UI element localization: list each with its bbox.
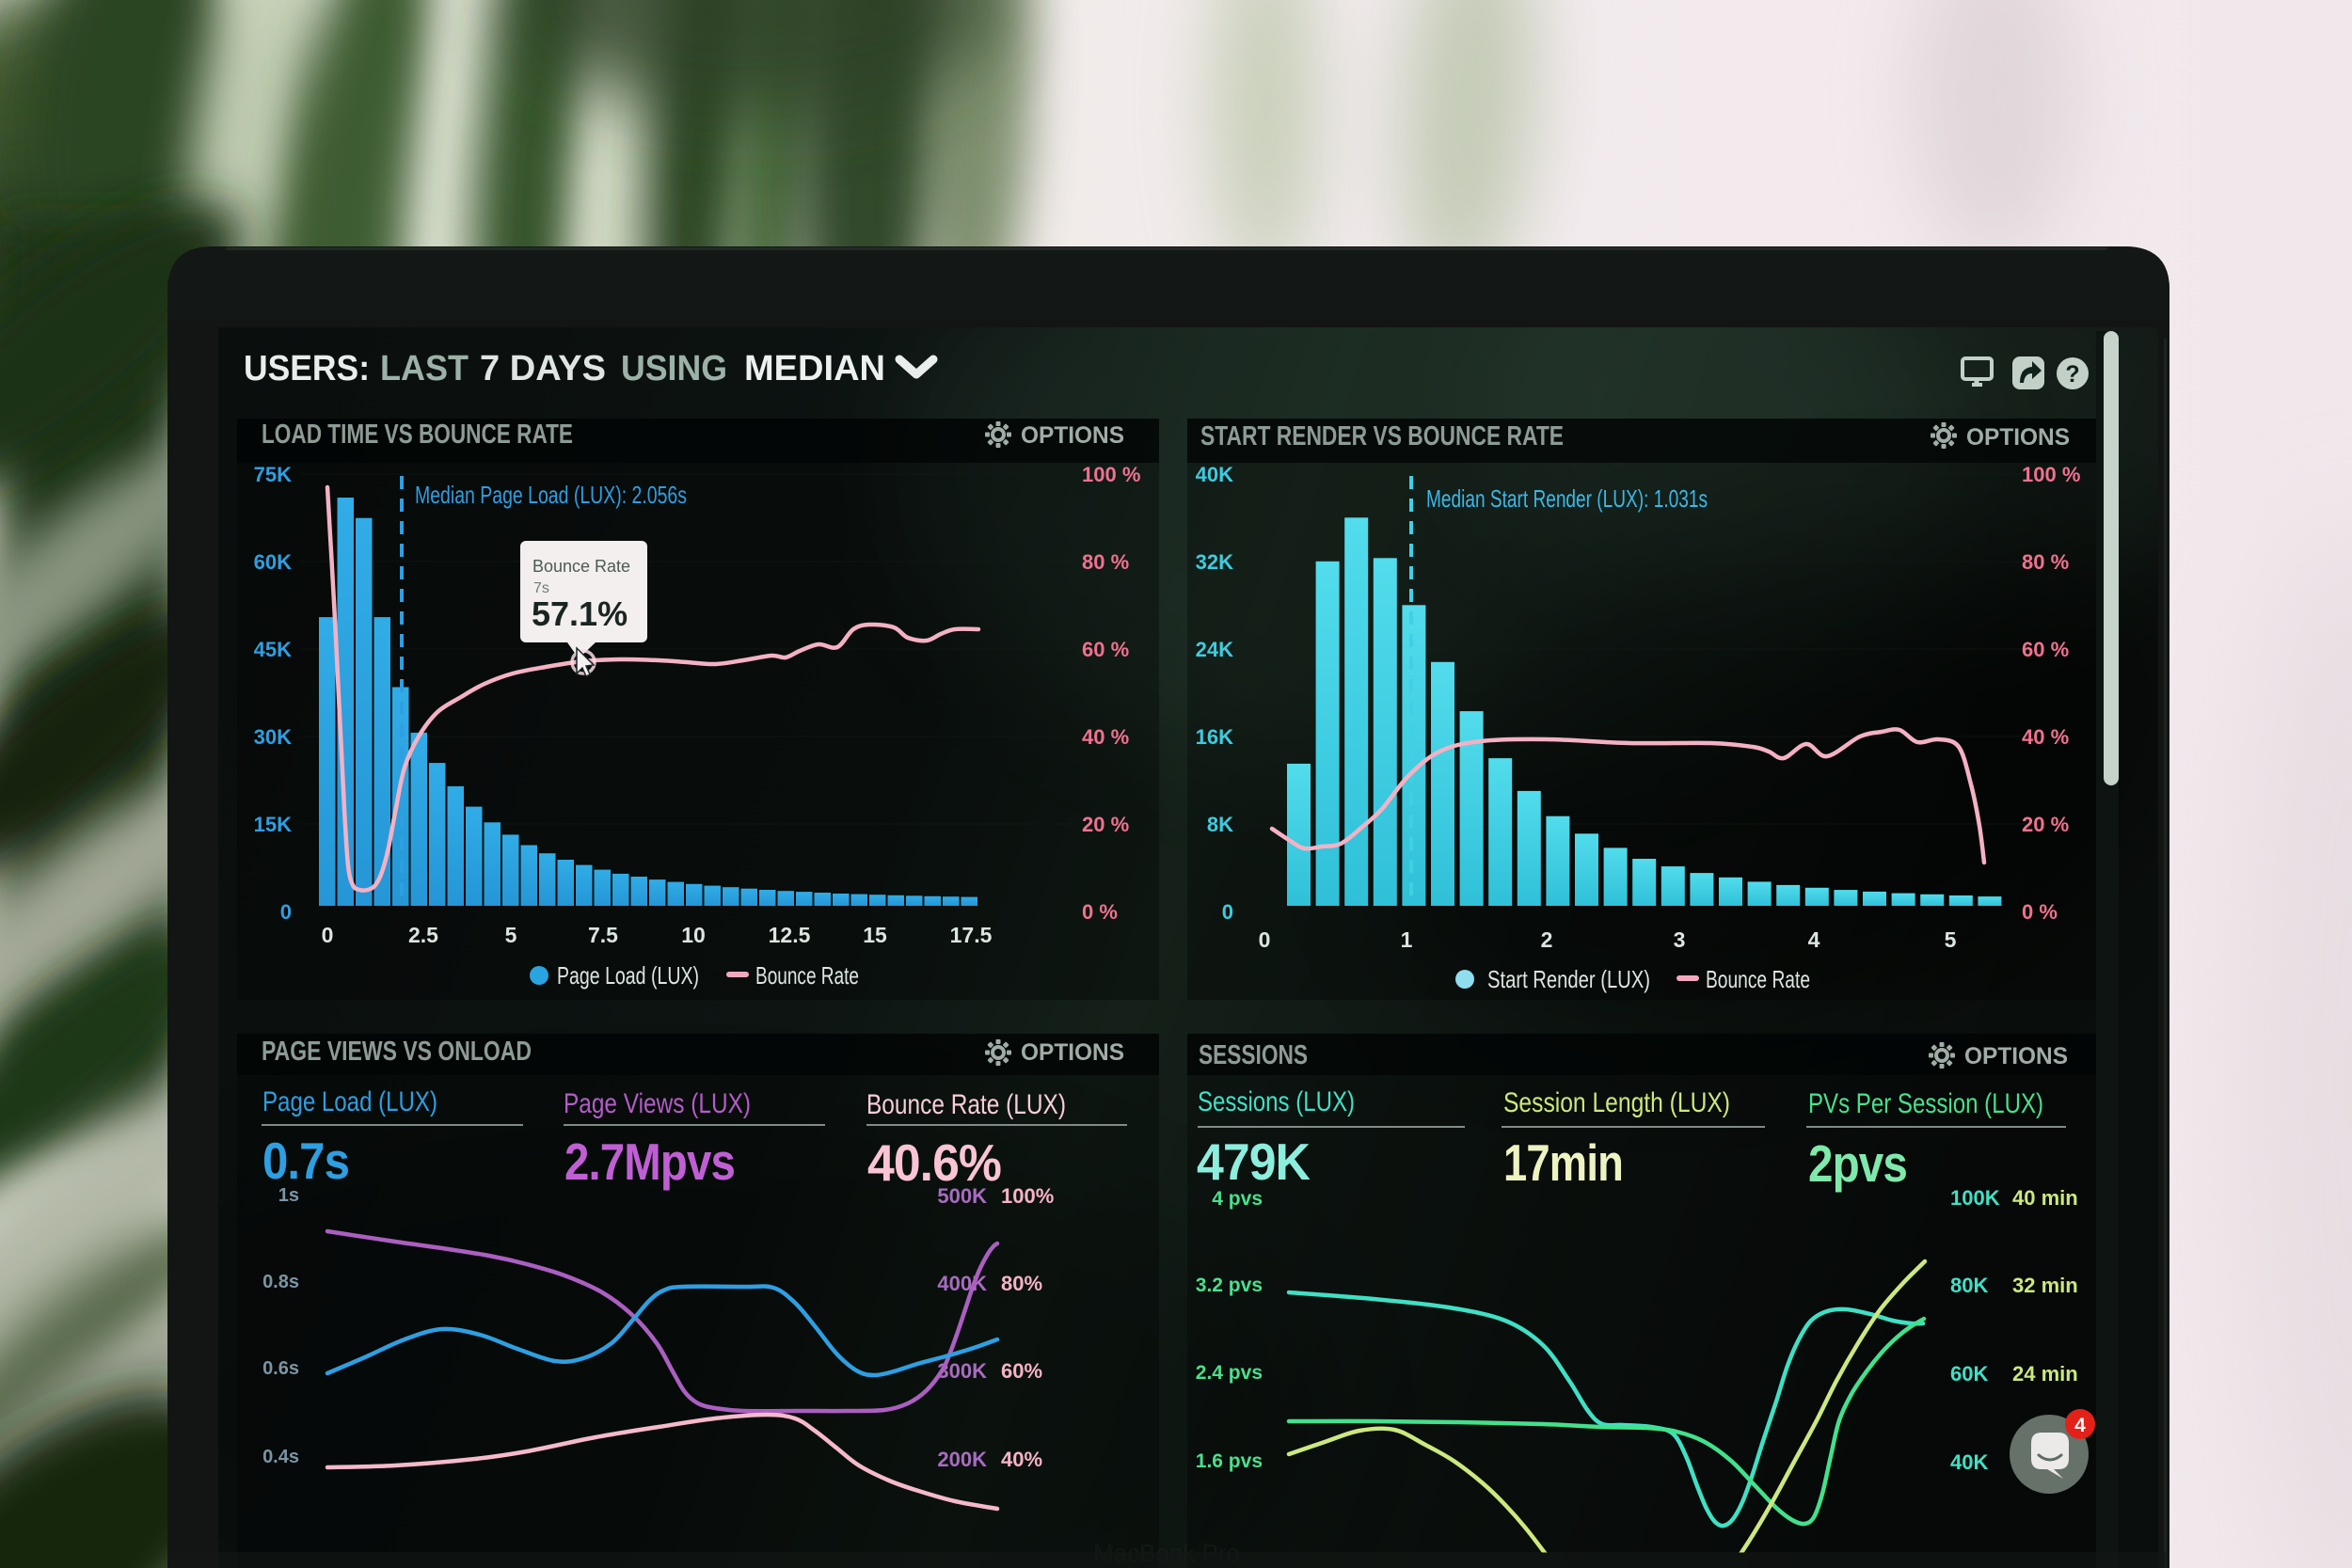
svg-text:1s: 1s — [278, 1185, 299, 1206]
svg-text:Page Load (LUX): Page Load (LUX) — [557, 961, 699, 990]
svg-text:15: 15 — [863, 923, 887, 947]
svg-text:0: 0 — [322, 923, 334, 947]
svg-text:Bounce Rate (LUX): Bounce Rate (LUX) — [866, 1089, 1066, 1120]
svg-text:75K: 75K — [254, 463, 292, 486]
svg-text:60 %: 60 % — [2022, 638, 2069, 661]
svg-text:0: 0 — [280, 900, 292, 924]
svg-text:7.5: 7.5 — [588, 923, 618, 947]
svg-text:10: 10 — [681, 923, 706, 947]
svg-text:OPTIONS: OPTIONS — [1021, 422, 1124, 449]
svg-text:45K: 45K — [254, 638, 292, 661]
svg-text:40 %: 40 % — [2022, 725, 2069, 749]
svg-text:5: 5 — [505, 923, 517, 947]
svg-text:USERS:: USERS: — [244, 349, 370, 388]
svg-text:PAGE VIEWS VS ONLOAD: PAGE VIEWS VS ONLOAD — [262, 1037, 532, 1067]
svg-text:3.2 pvs: 3.2 pvs — [1196, 1275, 1263, 1296]
svg-text:4: 4 — [1808, 927, 1820, 952]
svg-text:OPTIONS: OPTIONS — [1021, 1039, 1124, 1066]
svg-text:0.4s: 0.4s — [262, 1447, 299, 1467]
svg-text:57.1%: 57.1% — [532, 594, 628, 633]
svg-text:400K: 400K — [937, 1272, 987, 1295]
svg-text:Session Length (LUX): Session Length (LUX) — [1503, 1087, 1730, 1118]
svg-text:60K: 60K — [1950, 1362, 1988, 1386]
svg-text:4 pvs: 4 pvs — [1212, 1188, 1263, 1210]
svg-text:17.5: 17.5 — [950, 923, 993, 947]
svg-text:40K: 40K — [1196, 463, 1233, 486]
svg-text:80 %: 80 % — [1082, 550, 1129, 574]
svg-text:Bounce Rate: Bounce Rate — [755, 961, 859, 990]
svg-text:Page Load (LUX): Page Load (LUX) — [262, 1086, 437, 1117]
svg-text:17min: 17min — [1503, 1133, 1623, 1192]
svg-text:LOAD TIME VS BOUNCE RATE: LOAD TIME VS BOUNCE RATE — [262, 420, 573, 450]
svg-text:START RENDER VS BOUNCE RATE: START RENDER VS BOUNCE RATE — [1200, 421, 1564, 451]
svg-text:7s: 7s — [533, 580, 549, 596]
svg-text:479K: 479K — [1197, 1132, 1311, 1191]
svg-text:24 min: 24 min — [2012, 1362, 2078, 1386]
svg-text:40.6%: 40.6% — [867, 1133, 1001, 1192]
svg-text:3: 3 — [1674, 927, 1686, 952]
svg-text:8K: 8K — [1207, 813, 1233, 836]
svg-text:2pvs: 2pvs — [1808, 1134, 1907, 1193]
svg-text:20 %: 20 % — [1082, 813, 1129, 836]
svg-text:80%: 80% — [1001, 1272, 1042, 1295]
svg-text:80 %: 80 % — [2022, 550, 2069, 574]
svg-text:Median Page Load (LUX): 2.056s: Median Page Load (LUX): 2.056s — [415, 481, 687, 509]
svg-text:60%: 60% — [1001, 1359, 1042, 1383]
svg-text:OPTIONS: OPTIONS — [1964, 1043, 2068, 1069]
svg-text:16K: 16K — [1196, 725, 1233, 749]
svg-text:60 %: 60 % — [1082, 638, 1129, 661]
svg-text:SESSIONS: SESSIONS — [1199, 1040, 1308, 1070]
svg-text:1: 1 — [1401, 927, 1413, 952]
svg-text:PVs Per Session (LUX): PVs Per Session (LUX) — [1808, 1088, 2043, 1119]
svg-text:?: ? — [2065, 361, 2079, 388]
svg-text:24K: 24K — [1196, 638, 1233, 661]
svg-text:7 DAYS: 7 DAYS — [480, 349, 606, 388]
svg-text:40%: 40% — [1001, 1448, 1042, 1471]
svg-text:0: 0 — [1259, 927, 1271, 952]
svg-text:USING: USING — [621, 349, 727, 388]
svg-text:40 %: 40 % — [1082, 725, 1129, 749]
svg-text:60K: 60K — [254, 550, 292, 574]
svg-text:Bounce Rate: Bounce Rate — [532, 557, 630, 576]
svg-text:Start Render (LUX): Start Render (LUX) — [1487, 965, 1650, 993]
svg-text:100 %: 100 % — [1082, 463, 1140, 486]
svg-text:100%: 100% — [1001, 1184, 1054, 1208]
svg-text:40 min: 40 min — [2012, 1186, 2078, 1210]
svg-text:0.6s: 0.6s — [262, 1358, 299, 1379]
svg-text:Sessions (LUX): Sessions (LUX) — [1198, 1086, 1355, 1117]
svg-text:2.4 pvs: 2.4 pvs — [1196, 1362, 1263, 1384]
svg-text:80K: 80K — [1950, 1274, 1988, 1297]
svg-text:32K: 32K — [1196, 550, 1233, 574]
svg-text:500K: 500K — [937, 1184, 987, 1208]
svg-text:1.6 pvs: 1.6 pvs — [1196, 1450, 1263, 1472]
svg-text:100 %: 100 % — [2022, 463, 2080, 486]
svg-text:0 %: 0 % — [2022, 900, 2058, 924]
svg-text:4: 4 — [2074, 1415, 2086, 1436]
svg-text:40K: 40K — [1950, 1450, 1988, 1474]
svg-text:0.8s: 0.8s — [262, 1272, 299, 1292]
svg-text:12.5: 12.5 — [769, 923, 811, 947]
svg-text:0: 0 — [1222, 900, 1233, 924]
svg-text:Bounce Rate: Bounce Rate — [1706, 965, 1810, 993]
svg-text:32 min: 32 min — [2012, 1274, 2078, 1297]
svg-text:Median Start Render (LUX): 1.0: Median Start Render (LUX): 1.031s — [1426, 484, 1708, 513]
svg-text:2: 2 — [1541, 927, 1553, 952]
svg-text:LAST: LAST — [380, 349, 469, 388]
svg-text:MEDIAN: MEDIAN — [744, 349, 885, 388]
svg-text:2.7Mpvs: 2.7Mpvs — [564, 1132, 735, 1191]
svg-text:200K: 200K — [937, 1448, 987, 1471]
svg-text:15K: 15K — [254, 813, 292, 836]
svg-text:0.7s: 0.7s — [262, 1132, 349, 1190]
svg-text:OPTIONS: OPTIONS — [1966, 424, 2070, 451]
svg-text:5: 5 — [1945, 927, 1957, 952]
svg-text:20 %: 20 % — [2022, 813, 2069, 836]
svg-text:2.5: 2.5 — [408, 923, 438, 947]
svg-text:100K: 100K — [1950, 1186, 2000, 1210]
svg-text:0 %: 0 % — [1082, 900, 1118, 924]
svg-text:Page Views (LUX): Page Views (LUX) — [564, 1088, 751, 1119]
svg-text:30K: 30K — [254, 725, 292, 749]
